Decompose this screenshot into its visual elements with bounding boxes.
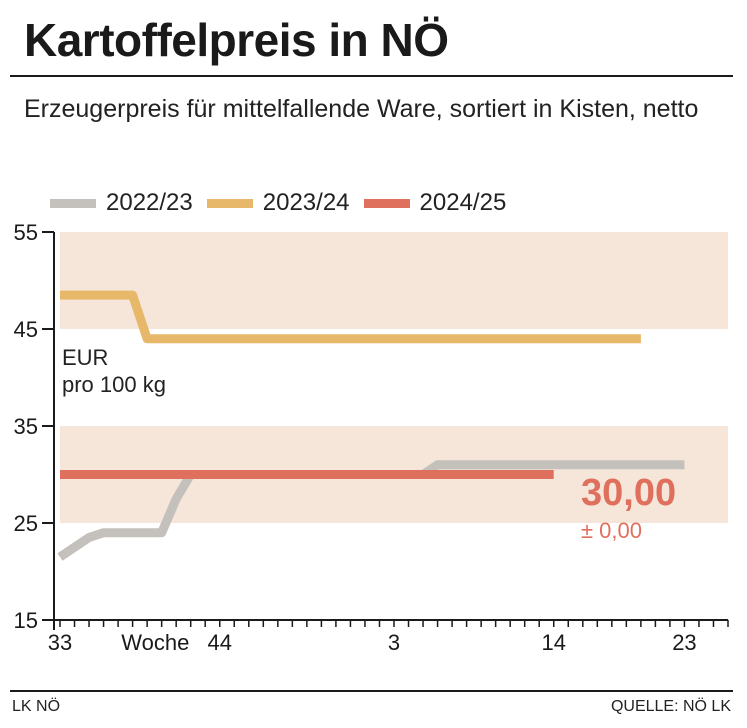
unit-label: EUR pro 100 kg (62, 344, 166, 398)
x-tick-label-23: 23 (672, 630, 696, 655)
footer-rule (10, 690, 733, 692)
y-tick-label-35: 35 (14, 414, 38, 439)
legend-swatch (206, 198, 253, 208)
legend-item-2023-24: 2023/24 (206, 189, 350, 217)
y-tick-label-15: 15 (14, 608, 38, 633)
footer-source: QUELLE: NÖ LK (610, 698, 731, 715)
y-tick-label-45: 45 (14, 317, 38, 342)
footer-credit: LK NÖ (12, 698, 61, 715)
x-tick-label-33: 33 (48, 630, 72, 655)
unit-label-quantity: pro 100 kg (62, 372, 166, 397)
x-tick-label-3: 3 (388, 630, 400, 655)
legend-label: 2022/23 (106, 189, 193, 216)
chart-title: Kartoffelpreis in NÖ (24, 14, 449, 66)
x-tick-label-14: 14 (541, 630, 565, 655)
value-band-2 (60, 232, 728, 329)
series-line-2023-24 (60, 290, 641, 344)
series-line-2022-23 (57, 460, 685, 561)
legend-item-2022-23: 2022/23 (50, 189, 193, 217)
legend-label: 2024/25 (419, 189, 507, 216)
y-tick-label-55: 55 (14, 220, 38, 245)
legend: 2022/23 2023/24 2024/25 (50, 188, 520, 218)
line-chart: 15 25 35 45 55 33 44 3 14 23 Woche (14, 220, 729, 655)
price-change-value: ± 0,00 (581, 518, 643, 543)
chart-subtitle: Erzeugerpreis für mittelfallende Ware, s… (24, 95, 699, 123)
title-rule (10, 75, 733, 77)
legend-swatch (363, 198, 410, 208)
legend-item-2024-25: 2024/25 (363, 189, 507, 217)
current-price-value: 30,00 (581, 472, 677, 514)
unit-label-currency: EUR (62, 345, 109, 370)
x-tick-label-44: 44 (207, 630, 231, 655)
y-tick-label-25: 25 (14, 511, 38, 536)
x-axis-label: Woche (121, 630, 189, 655)
legend-swatch (50, 198, 96, 208)
legend-label: 2023/24 (262, 189, 350, 216)
